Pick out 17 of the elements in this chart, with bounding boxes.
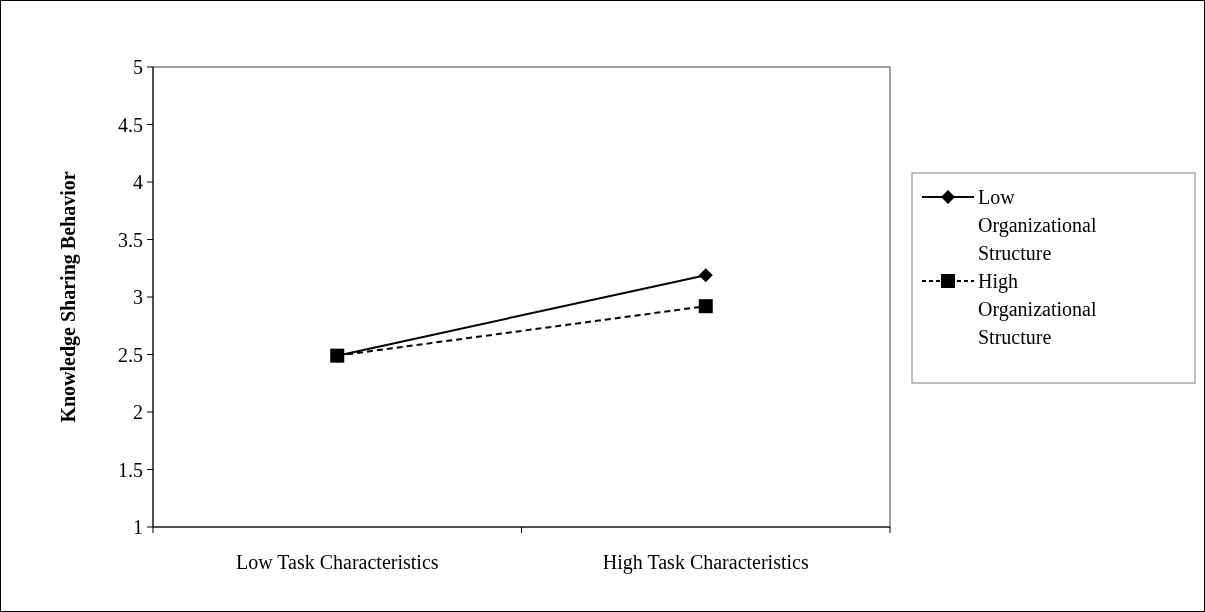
y-tick-label: 3 xyxy=(133,286,143,308)
y-axis-title: Knowledge Sharing Behavior xyxy=(57,171,80,423)
y-tick-label: 4.5 xyxy=(118,113,143,136)
x-tick-label: High Task Characteristics xyxy=(602,551,809,574)
legend-label: High Organizational Structure xyxy=(978,270,1097,348)
y-tick-label: 3.5 xyxy=(118,228,143,251)
x-tick-label: Low Task Characteristics xyxy=(235,551,439,573)
point xyxy=(330,348,345,363)
y-tick-label: 2 xyxy=(133,401,143,423)
y-tick-label: 5 xyxy=(133,56,143,78)
y-tick-label: 2.5 xyxy=(118,343,143,366)
point xyxy=(698,299,713,314)
legend-label: Low Organizational Structure xyxy=(978,186,1097,264)
y-tick-label: 1 xyxy=(133,516,143,538)
y-tick-label: 1.5 xyxy=(118,458,143,481)
y-tick-label: 4 xyxy=(133,171,143,193)
point xyxy=(698,268,713,283)
